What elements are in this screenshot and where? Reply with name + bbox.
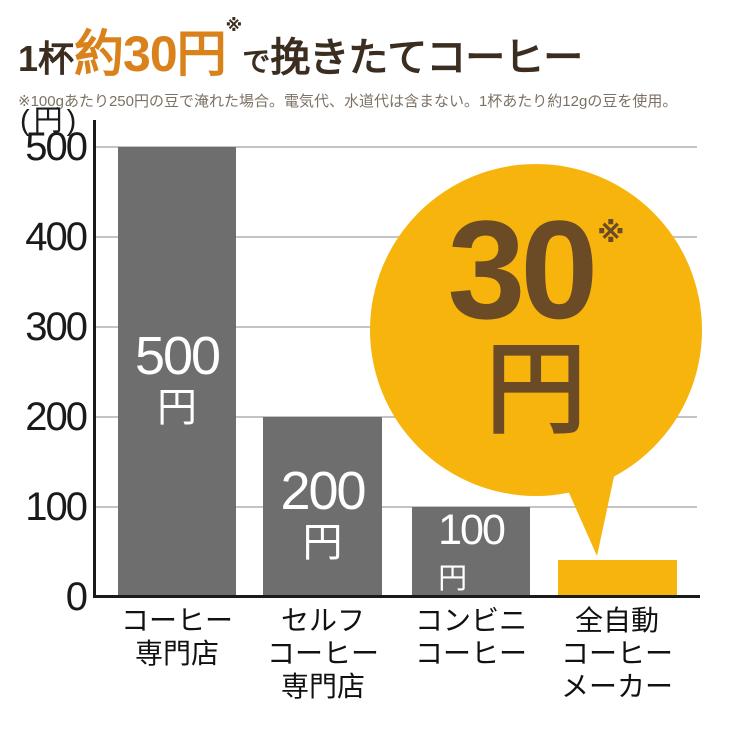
x-label-line: メーカー	[560, 671, 673, 702]
bar-value: 500	[134, 325, 221, 386]
title-connector: で	[242, 46, 271, 77]
x-label-self-coffee-shop: セルフ コーヒー 専門店	[238, 604, 408, 703]
footnote-text: ※100gあたり250円の豆で淹れた場合。電気代、水道代は含まない。1杯あたり約…	[18, 93, 678, 110]
x-label-convenience-coffee: コンビニ コーヒー	[386, 604, 556, 670]
bar-self-coffee-shop-label: 200 円	[280, 447, 366, 567]
x-label-line: コーヒー	[560, 638, 673, 669]
bar-value: 200	[280, 460, 366, 521]
y-axis-line	[93, 120, 96, 598]
page-title: 1杯 約30円 ※ で 挽きたてコーヒー	[18, 14, 718, 86]
x-label-line: コンビニ	[414, 605, 527, 636]
bar-coffee-shop-label: 500 円	[134, 312, 221, 432]
x-label-line: 専門店	[280, 671, 365, 702]
bubble-price-number: 30	[447, 191, 599, 348]
title-suffix: 挽きたてコーヒー	[270, 36, 583, 80]
bar-convenience-coffee-label: 100 円	[438, 506, 506, 597]
y-tick-500: 500	[25, 125, 88, 169]
bar-coffee-shop: 500 円	[118, 147, 236, 596]
x-label-auto-coffee-maker: 全自動 コーヒー メーカー	[532, 604, 702, 703]
x-label-line: セルフ	[280, 605, 365, 636]
bubble-price-unit: 円	[486, 334, 586, 446]
x-label-line: 全自動	[574, 605, 659, 636]
x-label-line: コーヒー	[414, 638, 527, 669]
x-axis-line	[93, 595, 700, 598]
y-tick-400: 400	[25, 215, 88, 259]
y-axis-unit-label: (円)	[20, 105, 81, 137]
bubble-price-row: 30 ※	[447, 191, 625, 348]
bar-value-unit: 円	[438, 563, 468, 595]
y-tick-200: 200	[25, 395, 88, 439]
gridline-400	[95, 236, 697, 238]
bar-self-coffee-shop: 200 円	[263, 417, 382, 596]
x-label-line: 専門店	[134, 638, 219, 669]
bar-value: 100	[438, 506, 506, 554]
x-label-line: コーヒー	[120, 605, 233, 636]
title-prefix: 1杯	[18, 38, 75, 79]
x-label-coffee-shop: コーヒー 専門店	[92, 604, 262, 670]
y-tick-100: 100	[25, 485, 88, 529]
header: 1杯 約30円 ※ で 挽きたてコーヒー ※100gあたり250円の豆で淹れた場…	[18, 14, 718, 111]
gridline-500	[95, 146, 697, 148]
price-bubble: 30 ※ 円	[370, 164, 702, 496]
bar-value-unit: 円	[156, 385, 197, 430]
x-label-line: コーヒー	[266, 638, 379, 669]
title-price-highlight: 約30円	[74, 26, 227, 82]
bar-convenience-coffee: 100 円	[412, 506, 530, 597]
bar-auto-coffee-maker	[558, 560, 677, 596]
y-tick-0: 0	[65, 575, 88, 619]
y-tick-300: 300	[25, 305, 88, 349]
bubble-note-mark: ※	[597, 217, 625, 248]
bar-value-unit: 円	[302, 520, 343, 565]
gridline-100	[95, 506, 697, 508]
title-note-mark: ※	[225, 16, 243, 35]
